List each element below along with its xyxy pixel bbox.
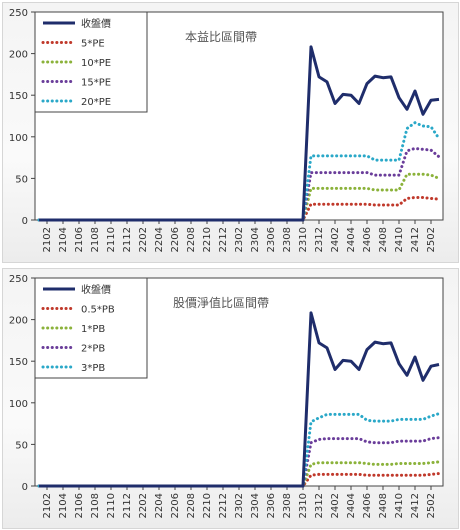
pb-x-tick-label: 2502	[426, 493, 437, 518]
pe-x-tick-label: 2204	[154, 227, 165, 252]
pb-y-tick-label: 100	[9, 399, 28, 410]
pe-x-tick-label: 2112	[122, 227, 133, 252]
pb-x-tick-label: 2402	[330, 493, 341, 518]
pb-x-tick-label: 2408	[378, 493, 389, 518]
pb-y-tick-label: 0	[22, 482, 28, 493]
pb-x-tick-label: 2208	[186, 493, 197, 518]
pb-x-tick-label: 2306	[266, 493, 277, 518]
pe-band-chart: 0 50 100 150 200 250 2102 2104 2106 2108 2110 2112 2…	[9, 8, 444, 252]
pb-y-tick-label: 150	[9, 357, 28, 368]
pe-x-tick-label: 2304	[250, 227, 261, 252]
pe-y-tick-label: 100	[9, 133, 28, 144]
pe-x-tick-label: 2402	[330, 227, 341, 252]
pe-x-tick-label: 2408	[378, 227, 389, 252]
pe-x-tick-label: 2208	[186, 227, 197, 252]
pb-legend-label-price: 收盤價	[81, 283, 111, 296]
pe-legend-label-band-1: 5*PE	[81, 39, 105, 50]
pe-legend-label-band-4: 20*PE	[81, 97, 111, 108]
pb-legend-label-band-1: 0.5*PB	[81, 305, 115, 316]
pb-x-tick-label: 2212	[218, 493, 229, 518]
pe-legend-label-band-3: 15*PE	[81, 78, 111, 89]
pb-x-tick-label: 2410	[394, 493, 405, 518]
pb-x-tick-label: 2106	[74, 493, 85, 518]
pe-x-tick-label: 2206	[170, 227, 181, 252]
pb-legend-label-band-2: 1*PB	[81, 324, 105, 335]
pe-series-band-4	[37, 120, 441, 222]
pb-x-tick-label: 2310	[298, 493, 309, 518]
pb-chart-title: 股價淨值比區間帶	[173, 295, 269, 310]
pb-x-tick-label: 2406	[362, 493, 373, 518]
pb-band-chart: 0 50 100 150 200 250 2102 2104 2106 2108 2110 2112 2…	[9, 274, 444, 518]
pb-x-tick-label: 2302	[234, 493, 245, 518]
pe-band-chart-panel: 0 50 100 150 200 250 2102 2104 2106 2108 2110 2112 2…	[2, 2, 459, 263]
pb-x-tick-label: 2110	[106, 493, 117, 518]
pb-x-tick-label: 2108	[90, 493, 101, 518]
pe-chart-title: 本益比區間帶	[185, 30, 257, 44]
pb-y-tick-label: 200	[9, 316, 28, 327]
pe-x-tick-label: 2210	[202, 227, 213, 252]
pb-series-price	[39, 311, 440, 488]
pe-y-tick-label: 0	[22, 216, 28, 227]
pb-x-tick-label: 2412	[410, 493, 421, 518]
pe-y-tick-label: 200	[9, 50, 28, 61]
pe-x-tick-label: 2306	[266, 227, 277, 252]
pe-x-tick-label: 2302	[234, 227, 245, 252]
pb-series-band-2	[37, 460, 441, 488]
pb-x-tick-label: 2404	[346, 493, 357, 518]
pe-legend-label-band-2: 10*PE	[81, 58, 111, 69]
pe-x-tick-label: 2202	[138, 227, 149, 252]
pb-x-tick-label: 2104	[58, 493, 69, 518]
pb-y-tick-label: 50	[15, 440, 28, 451]
pe-x-tick-label: 2404	[346, 227, 357, 252]
pe-x-tick-label: 2406	[362, 227, 373, 252]
pb-legend-label-band-4: 3*PB	[81, 363, 105, 374]
pe-x-tick-label: 2110	[106, 227, 117, 252]
pb-x-tick-label: 2304	[250, 493, 261, 518]
pe-y-tick-label: 50	[15, 174, 28, 185]
pb-band-chart-panel: 0 50 100 150 200 250 2102 2104 2106 2108 2110 2112 2…	[2, 268, 459, 529]
pb-legend-label-band-3: 2*PB	[81, 344, 105, 355]
pe-x-tick-label: 2410	[394, 227, 405, 252]
pe-x-tick-label: 2308	[282, 227, 293, 252]
pb-y-tick-label: 250	[9, 274, 28, 285]
pe-x-tick-label: 2502	[426, 227, 437, 252]
pb-x-tick-label: 2206	[170, 493, 181, 518]
pb-x-tick-label: 2112	[122, 493, 133, 518]
pb-x-tick-label: 2312	[314, 493, 325, 518]
pe-series-band-2	[37, 172, 441, 222]
pe-series-band-3	[37, 146, 441, 222]
pe-y-tick-label: 250	[9, 8, 28, 19]
pb-legend: 收盤價 0.5*PB 1*PB 2*PB 3*PB	[34, 277, 148, 379]
pb-x-tick-label: 2308	[282, 493, 293, 518]
pe-x-tick-label: 2212	[218, 227, 229, 252]
pe-y-tick-label: 150	[9, 91, 28, 102]
pe-x-tick-label: 2106	[74, 227, 85, 252]
pb-x-tick-label: 2210	[202, 493, 213, 518]
pe-x-tick-label: 2104	[58, 227, 69, 252]
pb-x-tick-label: 2102	[42, 493, 53, 518]
pe-x-tick-label: 2108	[90, 227, 101, 252]
pe-legend: 收盤價 5*PE 10*PE 15*PE 20*PE	[34, 11, 148, 113]
pb-x-tick-label: 2202	[138, 493, 149, 518]
pe-legend-label-price: 收盤價	[81, 17, 111, 30]
pe-x-tick-label: 2412	[410, 227, 421, 252]
pe-series-price	[39, 45, 440, 222]
pb-x-tick-label: 2204	[154, 493, 165, 518]
pe-x-tick-label: 2312	[314, 227, 325, 252]
pe-x-tick-label: 2102	[42, 227, 53, 252]
pe-x-tick-label: 2310	[298, 227, 309, 252]
